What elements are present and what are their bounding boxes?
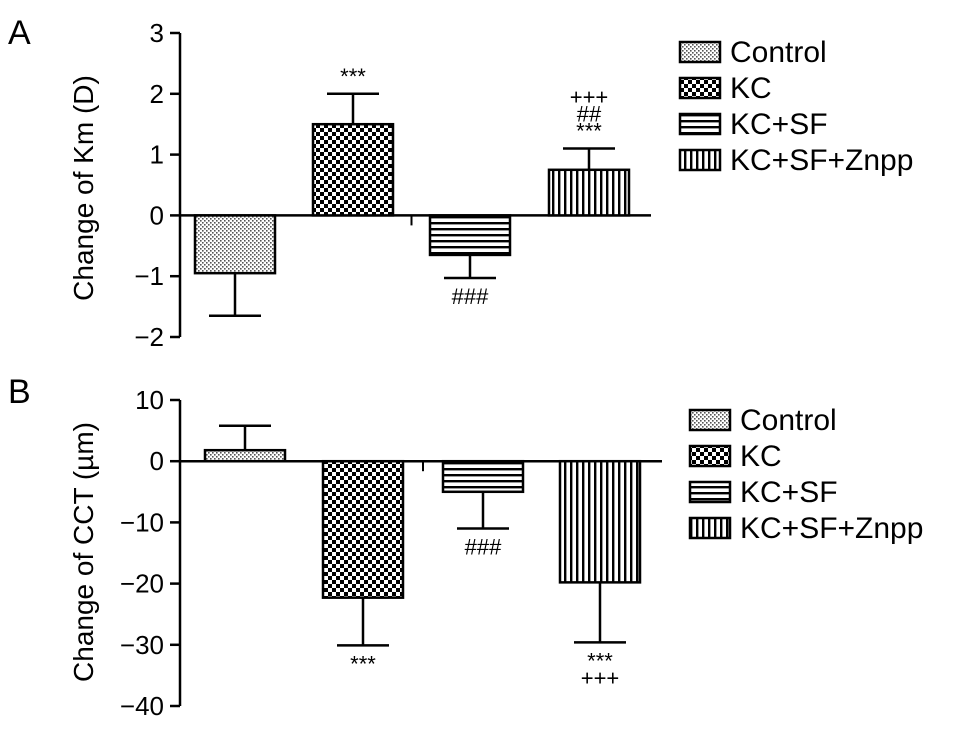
y-axis-label-b: Change of CCT (µm)	[68, 422, 99, 682]
p1-sig-label-1-0: ***	[340, 64, 366, 89]
p2-legend-swatch-0	[688, 408, 732, 432]
p2-sig-label-1-0: ***	[350, 651, 376, 676]
panel-b: −40−30−20−10010***###***+++ControlKCKC+S…	[120, 385, 924, 721]
p1-sig-label-3-2: ***	[576, 119, 602, 144]
p1-y-tick-label-2: 0	[150, 200, 164, 230]
p2-legend-swatch-2	[688, 480, 732, 504]
p1-y-tick-label-1: −1	[134, 261, 164, 291]
p1-bar-1	[311, 122, 395, 217]
p1-legend-label-0: Control	[730, 36, 827, 69]
p2-y-tick-label-2: −20	[120, 569, 164, 599]
p2-legend-label-1: KC	[740, 440, 782, 473]
p2-bar-2	[441, 459, 525, 494]
p2-legend-swatch-3	[688, 516, 732, 540]
panel-label-a: A	[8, 14, 31, 52]
p2-bar-1	[321, 459, 405, 599]
p2-legend-label-3: KC+SF+Znpp	[740, 512, 923, 545]
p2-bar-3	[558, 459, 642, 584]
p1-legend-swatch-2	[678, 112, 722, 136]
p2-y-tick-label-5: 10	[135, 385, 164, 415]
p2-sig-label-3-0: ***	[587, 648, 613, 673]
p1-bar-0	[193, 214, 277, 275]
p1-sig-label-3-0: +++	[570, 85, 609, 110]
p2-sig-label-2-0: ###	[465, 535, 502, 560]
p2-y-tick-label-1: −30	[120, 630, 164, 660]
p1-bar-2	[428, 214, 512, 257]
p1-legend-label-1: KC	[730, 72, 772, 105]
p2-sig-label-3-1: +++	[581, 665, 620, 690]
p1-legend-swatch-0	[678, 40, 722, 64]
p2-legend-label-2: KC+SF	[740, 476, 838, 509]
p2-y-tick-label-0: −40	[120, 691, 164, 721]
p1-legend-label-3: KC+SF+Znpp	[730, 144, 913, 177]
p1-sig-label-3-1: ##	[577, 102, 602, 127]
p1-y-tick-label-0: −2	[134, 322, 164, 352]
p1-legend-swatch-1	[678, 76, 722, 100]
p1-y-tick-label-5: 3	[150, 18, 164, 48]
y-axis-label-a: Change of Km (D)	[68, 75, 99, 301]
p2-bar-0	[203, 448, 287, 463]
p1-y-tick-label-4: 2	[150, 79, 164, 109]
p1-bar-3	[547, 168, 631, 217]
p2-legend-swatch-1	[688, 444, 732, 468]
p2-y-tick-label-3: −10	[120, 507, 164, 537]
p1-y-tick-label-3: 1	[150, 140, 164, 170]
p1-legend-swatch-3	[678, 148, 722, 172]
p2-legend-label-0: Control	[740, 404, 837, 437]
panel-a: −2−10123***###+++##***ControlKCKC+SFKC+S…	[134, 18, 913, 352]
p1-legend-label-2: KC+SF	[730, 108, 828, 141]
p1-sig-label-2-0: ###	[452, 284, 489, 309]
p2-y-tick-label-4: 0	[150, 446, 164, 476]
panel-label-b: B	[8, 373, 31, 411]
